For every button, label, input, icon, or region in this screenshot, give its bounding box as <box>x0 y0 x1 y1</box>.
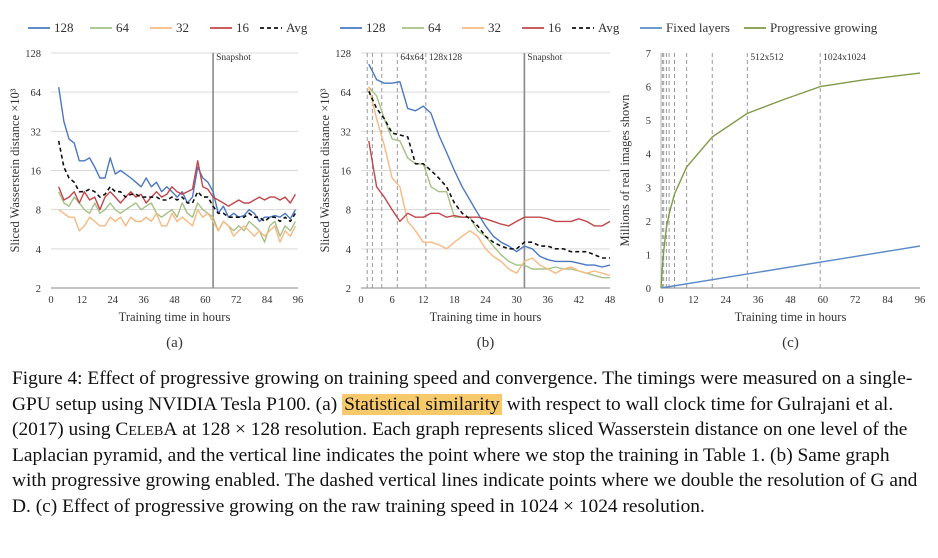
legend-label: Progressive growing <box>770 20 878 35</box>
x-tick-label: 12 <box>77 295 88 306</box>
y-tick-label: 0 <box>646 284 651 295</box>
y-tick-label: 64 <box>341 88 352 99</box>
y-tick-label: 128 <box>335 49 351 60</box>
series-line-128 <box>368 63 611 268</box>
legend-label: 32 <box>488 20 501 35</box>
y-tick-label: 5 <box>646 116 651 127</box>
legend-label: 64 <box>116 20 130 35</box>
x-tick-label: 36 <box>138 295 149 306</box>
series-line-64 <box>368 86 610 279</box>
x-tick-label: 0 <box>358 295 363 306</box>
caption-text-1: Figure 4: Effect of progressive growing … <box>12 368 913 415</box>
legend-label: 32 <box>176 20 189 35</box>
caption-dataset-name: CelebA <box>115 419 178 440</box>
x-tick-label: 6 <box>390 295 395 306</box>
series-line-fixed-layers <box>660 245 921 289</box>
y-tick-label: 2 <box>646 217 651 228</box>
series-line-16 <box>368 140 611 227</box>
y-tick-label: 4 <box>646 150 652 161</box>
x-tick-label: 60 <box>818 295 829 306</box>
x-tick-label: 0 <box>658 295 663 306</box>
y-tick-label: 4 <box>36 245 42 256</box>
x-tick-label: 24 <box>108 295 119 306</box>
y-tick-label: 8 <box>346 206 351 217</box>
series-line-32 <box>368 86 611 277</box>
y-tick-label: 32 <box>31 127 42 138</box>
x-tick-label: 36 <box>753 295 764 306</box>
y-tick-label: 7 <box>646 49 651 60</box>
vertical-line-label: 1024x1024 <box>823 53 866 63</box>
x-tick-label: 0 <box>48 295 53 306</box>
y-tick-label: 8 <box>36 206 41 217</box>
x-tick-label: 18 <box>449 295 460 306</box>
legend-label: 16 <box>236 20 250 35</box>
y-tick-label: 2 <box>36 284 41 295</box>
series-line-avg <box>57 140 297 223</box>
x-tick-label: 48 <box>605 295 616 306</box>
y-tick-label: 128 <box>25 49 41 60</box>
x-tick-label: 30 <box>511 295 522 306</box>
series-line-32 <box>58 208 297 243</box>
y-tick-label: 2 <box>346 284 351 295</box>
panel-label: (c) <box>782 335 799 351</box>
x-axis-title: Training time in hours <box>430 310 542 324</box>
legend-label: Avg <box>286 20 308 35</box>
x-tick-label: 36 <box>543 295 554 306</box>
x-tick-label: 42 <box>574 295 585 306</box>
x-tick-label: 84 <box>262 295 273 306</box>
y-tick-label: 4 <box>346 245 352 256</box>
panel-label: (a) <box>166 335 183 351</box>
y-tick-label: 3 <box>646 183 651 194</box>
series-line-avg <box>368 90 610 259</box>
y-tick-label: 6 <box>646 83 651 94</box>
y-tick-label: 1 <box>646 250 651 261</box>
x-axis-title: Training time in hours <box>119 310 231 324</box>
vertical-line-label: Snapshot <box>527 53 562 63</box>
legend-label: 64 <box>428 20 442 35</box>
series-line-128 <box>58 86 297 223</box>
panel-label: (b) <box>477 335 495 351</box>
vertical-line-label: 512x512 <box>750 53 784 63</box>
series-line-progressive-growing <box>660 72 921 289</box>
y-tick-label: 16 <box>31 167 42 178</box>
caption-text-2: with respect to wall clock time for Gulr… <box>12 393 894 441</box>
x-tick-label: 12 <box>418 295 429 306</box>
vertical-line-label: 64x64 <box>400 53 424 63</box>
legend-label: Avg <box>598 20 620 35</box>
x-tick-label: 24 <box>721 295 732 306</box>
y-tick-label: 16 <box>341 167 352 178</box>
legend-label: Fixed layers <box>666 20 730 35</box>
x-tick-label: 72 <box>850 295 861 306</box>
x-tick-label: 24 <box>480 295 491 306</box>
series-line-64 <box>58 191 297 243</box>
x-axis-title: Training time in hours <box>735 310 847 324</box>
legend-label: 16 <box>548 20 562 35</box>
y-axis-title: Sliced Wasserstein distance ×10³ <box>318 88 332 252</box>
x-tick-label: 48 <box>785 295 796 306</box>
legend-label: 128 <box>54 20 74 35</box>
y-tick-label: 32 <box>341 127 352 138</box>
vertical-line-label: 128x128 <box>429 53 463 63</box>
x-tick-label: 48 <box>169 295 180 306</box>
x-tick-label: 96 <box>915 295 926 306</box>
x-tick-label: 96 <box>293 295 304 306</box>
figure-caption: Figure 4: Effect of progressive growing … <box>12 366 926 519</box>
legend-label: 128 <box>366 20 386 35</box>
x-tick-label: 84 <box>882 295 893 306</box>
y-axis-title: Millions of real images shown <box>618 94 632 247</box>
caption-text-3: at 128 × 128 resolution. Each graph repr… <box>12 419 918 517</box>
x-tick-label: 72 <box>231 295 242 306</box>
series-line-16 <box>58 160 297 211</box>
x-tick-label: 12 <box>688 295 699 306</box>
vertical-line-label: Snapshot <box>216 53 251 63</box>
x-tick-label: 60 <box>200 295 211 306</box>
y-tick-label: 64 <box>31 88 42 99</box>
y-axis-title: Sliced Wasserstein distance ×10³ <box>8 88 22 252</box>
caption-highlight: Statistical similarity <box>342 393 502 415</box>
